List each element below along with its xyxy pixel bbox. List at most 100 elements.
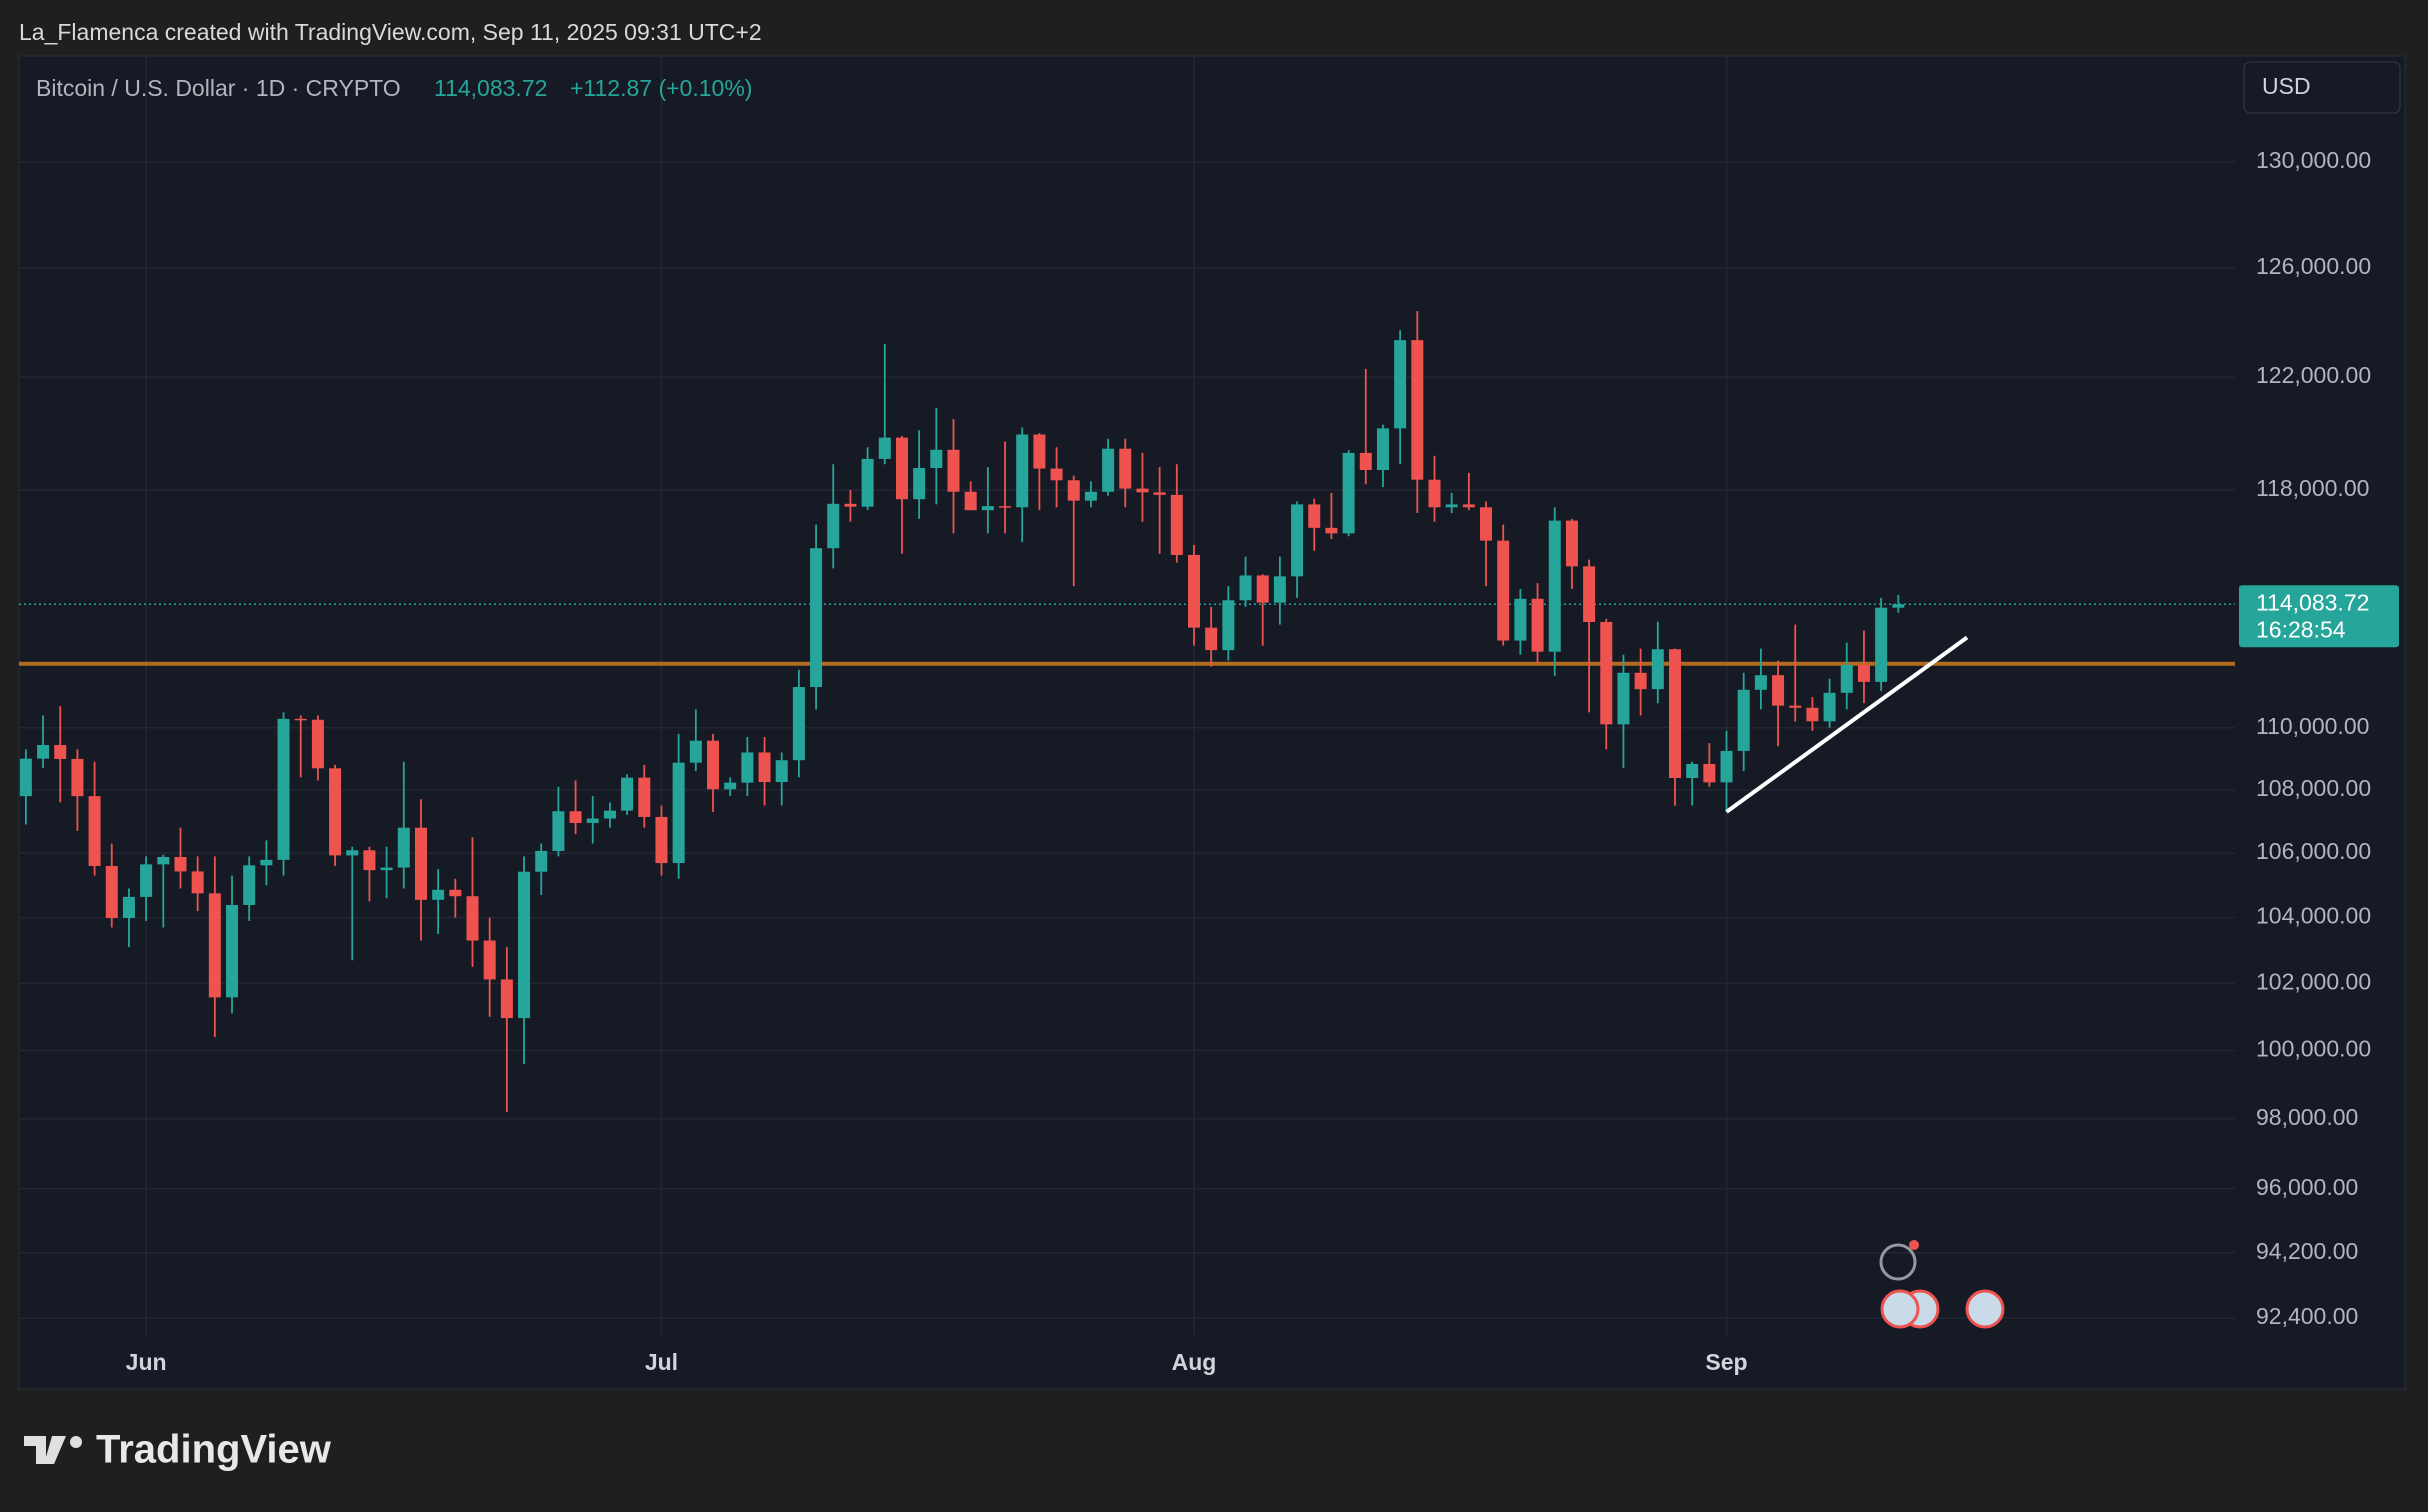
candle-body [586, 818, 599, 823]
y-tick-label: 98,000.00 [2256, 1104, 2358, 1130]
candle-body [1394, 340, 1407, 429]
candle-body [1359, 452, 1372, 470]
currency-label[interactable]: USD [2262, 73, 2311, 99]
candle-body [191, 871, 204, 894]
brand: TradingView [96, 1428, 332, 1472]
candle-body [861, 458, 874, 507]
x-tick-label: Jun [126, 1349, 167, 1375]
candle-body [1136, 488, 1149, 493]
candle-body [1806, 707, 1819, 722]
countdown: 16:28:54 [2256, 616, 2346, 642]
candle-body [1376, 428, 1389, 470]
y-tick-label: 104,000.00 [2256, 903, 2371, 929]
candle-body [878, 437, 891, 459]
candle-body [930, 449, 943, 468]
x-tick-label: Aug [1172, 1349, 1217, 1375]
candle-body [1789, 705, 1802, 708]
candle-body [913, 467, 926, 500]
candle-body [1617, 672, 1630, 725]
candle-body [1187, 554, 1200, 628]
candle-body [19, 758, 32, 797]
y-tick-label: 94,200.00 [2256, 1238, 2358, 1264]
candle-body [1720, 750, 1733, 783]
candle-body [672, 762, 685, 864]
candle-body [1531, 598, 1544, 652]
candle-body [1514, 598, 1527, 641]
candle-body [88, 796, 101, 866]
candle-body [1308, 504, 1321, 528]
candle-body [621, 777, 634, 811]
candle-body [483, 940, 496, 980]
candle-body [329, 768, 342, 856]
candle-body [260, 859, 273, 866]
candle-body [844, 503, 857, 507]
candle-body [655, 816, 668, 864]
candle-body [1428, 479, 1441, 508]
event-icon[interactable] [1879, 1243, 1917, 1281]
y-tick-label: 106,000.00 [2256, 838, 2371, 864]
currency-button[interactable] [2243, 61, 2401, 114]
candle-body [775, 760, 788, 783]
candle-body [1737, 689, 1750, 751]
candle-body [981, 506, 994, 511]
candle-body [1875, 607, 1888, 682]
candle-body [603, 810, 616, 819]
x-tick-label: Sep [1705, 1349, 1747, 1375]
candle-body [1583, 566, 1596, 622]
candle-body [311, 719, 324, 769]
candle-body [1205, 627, 1218, 651]
candle-body [569, 811, 582, 823]
candle-body [1291, 504, 1304, 577]
candle-body [947, 449, 960, 492]
event-dot [1909, 1240, 1919, 1250]
event-flag[interactable] [1965, 1289, 2005, 1329]
plot: 130,000.00 126,000.00 122,000.00 118,000.00… [19, 56, 2371, 1375]
candle-body [552, 811, 565, 851]
event-icons [1879, 1240, 2005, 1329]
candle-body [1170, 494, 1183, 555]
candle-body [1857, 664, 1870, 682]
candle-body [105, 865, 118, 918]
candle-body [71, 758, 84, 797]
credit: La_Flamenca created with TradingView.com… [19, 19, 762, 45]
candle-body [1411, 340, 1424, 480]
candle-body [1016, 434, 1029, 508]
candle-body [466, 896, 479, 941]
candle-body [707, 740, 720, 790]
y-tick-label: 92,400.00 [2256, 1303, 2358, 1329]
price-tag [2239, 585, 2399, 648]
y-tick-label: 122,000.00 [2256, 362, 2371, 388]
candle-body [140, 864, 153, 897]
candle-body [1480, 507, 1493, 541]
candle-body [157, 856, 170, 865]
brand-logo: TradingView [24, 1428, 332, 1472]
candle-body [277, 718, 290, 860]
event-flag[interactable] [1880, 1289, 1920, 1329]
candle-body [1600, 621, 1613, 725]
candle-body [1772, 675, 1785, 706]
candle-body [226, 904, 239, 998]
candle-body [1840, 664, 1853, 693]
candle-body [810, 548, 823, 688]
candle-body [1823, 692, 1836, 722]
candle-body [449, 889, 462, 897]
y-tick-label: 118,000.00 [2256, 475, 2369, 501]
candle-body [964, 491, 977, 511]
candle-body [1342, 452, 1355, 534]
candle-body [1033, 434, 1046, 469]
candle-body [1892, 604, 1905, 608]
price-change: +112.87 (+0.10%) [570, 75, 752, 101]
candle-body [363, 850, 376, 871]
logo-mark [24, 1436, 66, 1464]
candle-body [432, 889, 445, 900]
candle-body [1153, 492, 1166, 495]
candle-body [174, 856, 187, 872]
x-tick-label: Jul [645, 1349, 678, 1375]
candle-body [1273, 576, 1286, 603]
candle-body [1067, 480, 1080, 501]
candle-body [346, 850, 359, 856]
candle-body [1256, 575, 1269, 603]
candle-body [1119, 448, 1132, 489]
candle-body [208, 893, 221, 998]
